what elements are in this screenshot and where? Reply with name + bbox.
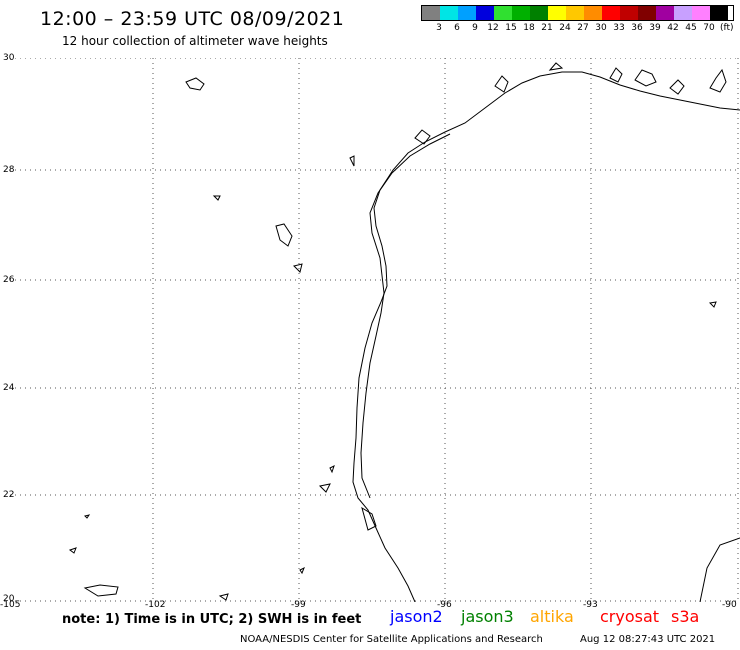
legend-swatch	[494, 6, 512, 20]
lake-4	[212, 195, 221, 201]
legend-unit: (ft)	[720, 23, 734, 33]
legend-swatch	[548, 6, 566, 20]
map-subtitle: 12 hour collection of altimeter wave hei…	[62, 34, 328, 48]
legend-swatch	[602, 6, 620, 20]
legend-tick-label: 70	[703, 23, 715, 33]
bay-inlet-6	[669, 79, 685, 95]
map-svg	[10, 58, 740, 602]
legend-tick-label: 21	[541, 23, 553, 33]
lat-label-24: 24	[3, 383, 15, 393]
legend-swatch	[656, 6, 674, 20]
legend-swatch	[584, 6, 602, 20]
legend-tick-label: 15	[505, 23, 517, 33]
satellite-label-altika: altika	[530, 607, 574, 626]
legend-swatch	[530, 6, 548, 20]
bay-inlet-1	[361, 506, 377, 531]
legend-swatch	[620, 6, 638, 20]
lon-label-105: -105	[0, 600, 21, 610]
lake-11	[329, 465, 335, 474]
satellite-label-jason2: jason2	[390, 607, 443, 626]
lake-9	[218, 593, 229, 601]
lake-7	[68, 547, 77, 554]
gulf-coast-mainland	[352, 71, 740, 602]
lat-label-28: 28	[3, 165, 15, 175]
credit-line: NOAA/NESDIS Center for Satellite Applica…	[240, 634, 543, 645]
legend-tick-label: 12	[487, 23, 499, 33]
legend-tick-label: 42	[667, 23, 679, 33]
barrier-islands	[360, 133, 451, 499]
lat-label-22: 22	[3, 490, 15, 500]
lat-label-26: 26	[3, 275, 15, 285]
yucatan-coast	[699, 537, 740, 602]
legend-swatch	[566, 6, 584, 20]
map-area	[10, 58, 740, 602]
legend-tick-label: 30	[595, 23, 607, 33]
satellite-label-cryosat: cryosat	[600, 607, 660, 626]
lake-2	[275, 223, 293, 247]
legend-tick-label: 27	[577, 23, 589, 33]
legend-swatch	[710, 6, 728, 20]
lat-label-20: 20	[3, 594, 15, 604]
generated-timestamp: Aug 12 08:27:43 UTC 2021	[580, 634, 716, 645]
satellite-label-s3a: s3a	[671, 607, 700, 626]
legend-tick-label: 45	[685, 23, 697, 33]
map-background	[10, 58, 740, 602]
satellite-label-jason3: jason3	[461, 607, 514, 626]
lake-5	[349, 155, 355, 167]
bay-inlet-8	[414, 129, 431, 145]
lon-label-99: -99	[291, 600, 306, 610]
lake-1	[185, 77, 205, 91]
legend-swatch	[512, 6, 530, 20]
lon-label-96: -96	[437, 600, 452, 610]
legend-ticks: 3 6 9 12 15 18 21 24 27 30 33 36 39 42 45 70 (ft)	[430, 23, 734, 33]
legend-tick-label: 33	[613, 23, 625, 33]
legend-swatch	[692, 6, 710, 20]
lon-label-102: -102	[145, 600, 166, 610]
legend-tick-label: 24	[559, 23, 571, 33]
legend-swatch	[422, 6, 440, 20]
legend-swatch	[440, 6, 458, 20]
legend-swatch	[674, 6, 692, 20]
bay-inlet-5	[634, 69, 657, 87]
legend-tick-label: 39	[649, 23, 661, 33]
lake-12	[708, 301, 717, 308]
map-title: 12:00 – 23:59 UTC 08/09/2021	[40, 8, 345, 30]
legend-color-bar	[421, 5, 734, 21]
bay-inlet-7	[709, 68, 727, 93]
lake-3	[293, 263, 303, 273]
lon-label-90: -90	[722, 600, 737, 610]
legend-tick-label: 6	[454, 23, 460, 33]
units-note: note: 1) Time is in UTC; 2) SWH is in fe…	[62, 612, 362, 627]
lake-13	[299, 566, 305, 575]
lat-label-30: 30	[3, 53, 15, 63]
graticule	[10, 58, 740, 602]
legend-swatch	[458, 6, 476, 20]
legend-tick-label: 3	[436, 23, 442, 33]
lake-10	[318, 483, 331, 493]
legend-tick-label: 9	[472, 23, 478, 33]
lake-6	[83, 584, 119, 597]
bay-inlet-2	[494, 75, 509, 93]
legend-tick-label: 36	[631, 23, 643, 33]
bay-inlet-4	[609, 67, 623, 83]
lon-label-93: -93	[583, 600, 598, 610]
coastline	[68, 62, 740, 602]
legend-swatch	[476, 6, 494, 20]
legend-tick-label: 18	[523, 23, 535, 33]
bay-inlet-3	[548, 62, 564, 71]
legend-swatch	[638, 6, 656, 20]
lake-8	[84, 514, 91, 519]
wave-height-legend: 3 6 9 12 15 18 21 24 27 30 33 36 39 42 45 70 (ft)	[421, 5, 734, 33]
